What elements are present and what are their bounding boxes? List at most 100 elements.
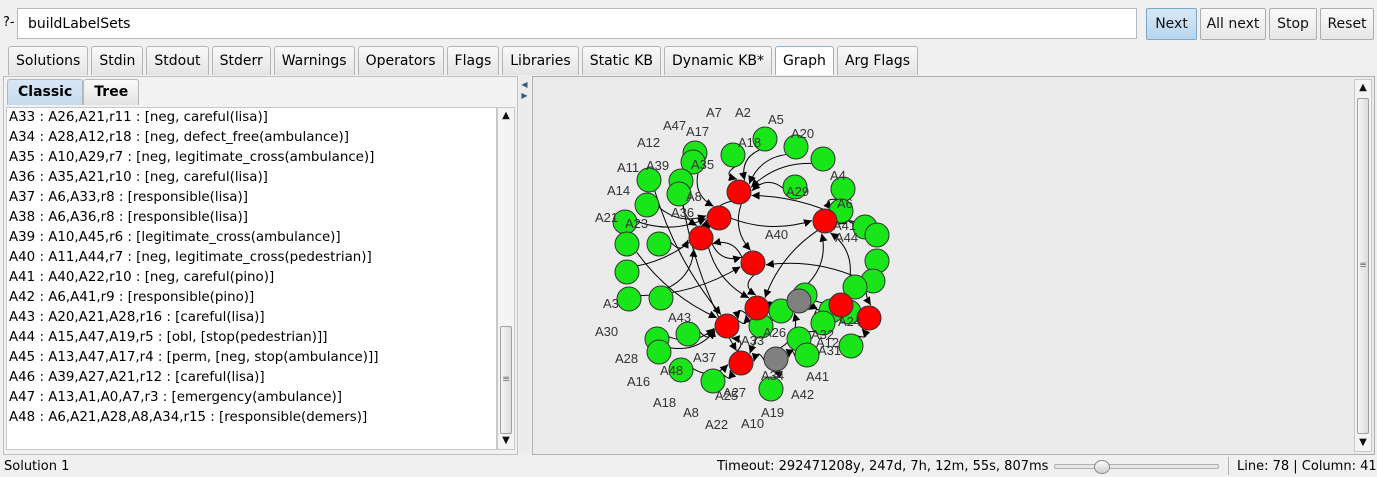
graph-scrollbar[interactable]: ▲ ≡ ▼	[1354, 79, 1372, 452]
list-item[interactable]: A43 : A20,A21,A28,r16 : [careful(lisa)]	[9, 310, 265, 325]
next-button[interactable]: Next	[1146, 8, 1197, 40]
argument-node[interactable]	[752, 126, 778, 152]
slider-knob[interactable]	[1094, 460, 1110, 474]
argument-node[interactable]	[856, 305, 882, 331]
argument-node[interactable]	[666, 181, 692, 207]
scroll-down-arrow-icon[interactable]: ▼	[1359, 437, 1367, 448]
list-item[interactable]: A33 : A26,A21,r11 : [neg, careful(lisa)]	[9, 110, 268, 125]
argument-node[interactable]	[838, 333, 864, 359]
timeout-slider[interactable]	[1054, 460, 1219, 474]
argument-node[interactable]	[786, 288, 812, 314]
argument-node[interactable]	[646, 339, 672, 365]
argument-node[interactable]	[668, 357, 694, 383]
tab-static-kb[interactable]: Static KB	[581, 46, 661, 75]
argument-node[interactable]	[794, 342, 820, 368]
tab-arg-flags[interactable]: Arg Flags	[836, 46, 919, 75]
argument-node[interactable]	[614, 231, 640, 257]
collapse-left-arrow-icon[interactable]: ◀	[521, 80, 528, 89]
list-item[interactable]: A36 : A35,A21,r10 : [neg, careful(lisa)]	[9, 170, 268, 185]
argument-node[interactable]	[636, 167, 662, 193]
list-item[interactable]: A38 : A6,A36,r8 : [responsible(lisa)]	[9, 210, 248, 225]
list-item[interactable]: A34 : A28,A12,r18 : [neg, defect_free(am…	[9, 130, 349, 145]
split-divider[interactable]: ◀ ▶	[519, 76, 530, 455]
argument-node[interactable]	[680, 149, 706, 175]
list-item[interactable]: A45 : A13,A47,A17,r4 : [perm, [neg, stop…	[9, 350, 379, 365]
grip-icon: ≡	[502, 374, 510, 385]
list-item[interactable]: A42 : A6,A41,r9 : [responsible(pino)]	[9, 290, 255, 305]
list-item[interactable]: A37 : A6,A33,r8 : [responsible(lisa)]	[9, 190, 248, 205]
tab-warnings[interactable]: Warnings	[273, 46, 355, 75]
tab-graph[interactable]: Graph	[774, 46, 834, 75]
scroll-up-arrow-icon[interactable]: ▲	[502, 110, 510, 121]
argument-node[interactable]	[728, 350, 754, 376]
argument-node[interactable]	[782, 174, 808, 200]
tab-flags[interactable]: Flags	[446, 46, 500, 75]
tab-solutions[interactable]: Solutions	[8, 46, 89, 75]
argument-node[interactable]	[864, 222, 890, 248]
node-label: A23	[625, 216, 648, 231]
list-item[interactable]: A39 : A10,A45,r6 : [legitimate_cross(amb…	[9, 230, 341, 245]
scroll-thumb[interactable]: ≡	[1357, 98, 1369, 434]
scroll-thumb[interactable]: ≡	[500, 326, 512, 434]
argument-node[interactable]	[763, 346, 789, 372]
list-item[interactable]: A46 : A39,A27,A21,r12 : [careful(lisa)]	[9, 370, 265, 385]
tab-classic[interactable]: Classic	[7, 79, 84, 105]
attack-edge	[737, 203, 751, 251]
argument-node[interactable]	[648, 285, 674, 311]
argument-node[interactable]	[688, 225, 714, 251]
argument-node[interactable]	[616, 286, 642, 312]
argument-node[interactable]	[726, 179, 752, 205]
argument-node[interactable]	[614, 259, 640, 285]
argument-node[interactable]	[828, 292, 854, 318]
argument-node[interactable]	[740, 250, 766, 276]
argument-node[interactable]	[744, 295, 770, 321]
argument-node[interactable]	[675, 321, 701, 347]
list-item[interactable]: A35 : A10,A29,r7 : [neg, legitimate_cros…	[9, 150, 375, 165]
argument-node[interactable]	[714, 313, 740, 339]
attack-edge	[670, 239, 689, 249]
scroll-up-arrow-icon[interactable]: ▲	[1359, 82, 1367, 93]
tab-stdout[interactable]: Stdout	[146, 46, 209, 75]
argument-node[interactable]	[758, 376, 784, 402]
argument-node[interactable]	[842, 274, 868, 300]
node-label: A17	[686, 124, 709, 139]
solutions-scrollbar[interactable]: ▲ ≡ ▼	[497, 107, 515, 450]
list-item[interactable]: A40 : A11,A44,r7 : [neg, legitimate_cros…	[9, 250, 372, 265]
node-label: A2	[735, 105, 751, 120]
argument-node[interactable]	[810, 146, 836, 172]
all-next-button[interactable]: All next	[1200, 8, 1266, 40]
scroll-down-arrow-icon[interactable]: ▼	[502, 435, 510, 446]
list-item[interactable]: A41 : A40,A22,r10 : [neg, careful(pino)]	[9, 270, 275, 285]
argument-node[interactable]	[646, 231, 672, 257]
argument-node[interactable]	[812, 208, 838, 234]
tab-stderr[interactable]: Stderr	[211, 46, 271, 75]
node-label: A48	[660, 363, 683, 378]
node-label: A16	[627, 374, 650, 389]
attack-edge	[635, 251, 718, 319]
argument-node[interactable]	[700, 368, 726, 394]
tab-dynamic-kb[interactable]: Dynamic KB*	[664, 46, 772, 75]
list-item[interactable]: A48 : A6,A21,A28,A8,A34,r15 : [responsib…	[9, 410, 368, 425]
query-input[interactable]	[17, 8, 1137, 39]
argument-node[interactable]	[783, 134, 809, 160]
argument-graph[interactable]: A7 A2 A5 A47 A17 A18 A20 A12 A11 A39 A35 A29 A4 A14 A8…	[533, 77, 1353, 454]
node-label: A21	[595, 210, 618, 225]
argument-node[interactable]	[706, 205, 732, 231]
main-tabs: Solutions Stdin Stdout Stderr Warnings O…	[8, 46, 919, 76]
argument-node[interactable]	[720, 142, 746, 168]
solutions-list[interactable]: A33 : A26,A21,r11 : [neg, careful(lisa)]…	[6, 107, 497, 450]
tab-tree[interactable]: Tree	[83, 79, 140, 105]
tab-operators[interactable]: Operators	[357, 46, 444, 75]
node-label: A39	[646, 158, 669, 173]
list-item[interactable]: A44 : A15,A47,A19,r5 : [obl, [stop(pedes…	[9, 330, 328, 345]
attack-edge	[670, 330, 716, 349]
reset-button[interactable]: Reset	[1320, 8, 1374, 40]
node-label: A29	[786, 184, 809, 199]
list-item[interactable]: A47 : A13,A1,A0,A7,r3 : [emergency(ambul…	[9, 390, 342, 405]
stop-button[interactable]: Stop	[1269, 8, 1317, 40]
tab-stdin[interactable]: Stdin	[91, 46, 144, 75]
tab-libraries[interactable]: Libraries	[502, 46, 579, 75]
argument-node[interactable]	[810, 310, 836, 336]
collapse-right-arrow-icon[interactable]: ▶	[521, 91, 528, 100]
argument-node[interactable]	[634, 192, 660, 218]
